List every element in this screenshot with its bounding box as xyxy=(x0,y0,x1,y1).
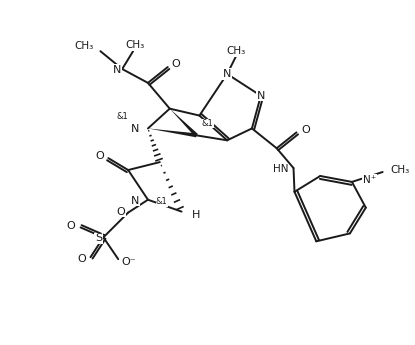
Text: &1: &1 xyxy=(156,197,168,206)
Text: O: O xyxy=(301,126,310,136)
Text: CH₃: CH₃ xyxy=(74,41,93,51)
Text: O: O xyxy=(66,221,75,231)
Text: N: N xyxy=(113,65,122,75)
Text: O: O xyxy=(95,151,104,161)
Text: CH₃: CH₃ xyxy=(391,165,410,175)
Text: N⁺: N⁺ xyxy=(363,175,376,185)
Text: H: H xyxy=(191,209,200,219)
Text: &1: &1 xyxy=(116,112,128,121)
Polygon shape xyxy=(148,128,197,137)
Text: N: N xyxy=(223,69,231,79)
Polygon shape xyxy=(170,109,198,137)
Text: HN: HN xyxy=(273,164,288,174)
Text: O: O xyxy=(77,254,86,264)
Text: O⁻: O⁻ xyxy=(121,257,136,267)
Text: &1: &1 xyxy=(201,119,213,128)
Text: N: N xyxy=(131,125,139,135)
Text: CH₃: CH₃ xyxy=(125,40,145,50)
Text: S: S xyxy=(95,233,102,243)
Text: CH₃: CH₃ xyxy=(227,46,246,56)
Text: N: N xyxy=(131,196,139,206)
Text: O: O xyxy=(117,207,126,217)
Text: O: O xyxy=(171,59,180,69)
Text: N: N xyxy=(256,91,265,101)
